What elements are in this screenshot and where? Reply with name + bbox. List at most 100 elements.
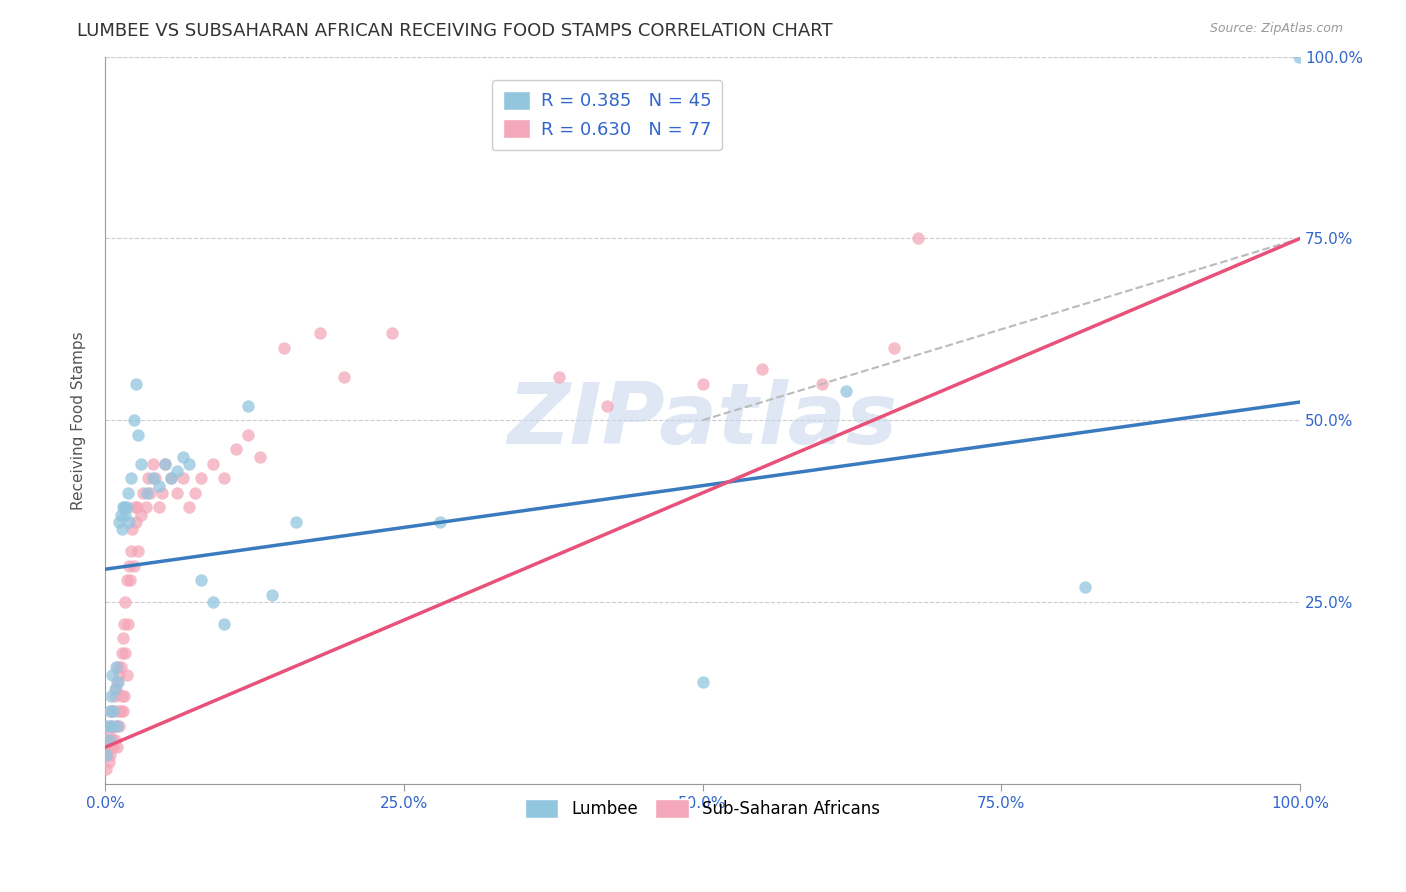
Point: [273, 341, 295, 355]
Point: [96, 718, 118, 732]
Point: [132, 486, 155, 500]
Point: [124, 500, 146, 515]
Point: [101, 667, 124, 681]
Point: [190, 573, 212, 587]
Point: [121, 522, 143, 536]
Point: [125, 376, 148, 391]
Point: [97, 755, 120, 769]
Point: [97, 726, 120, 740]
Point: [96, 747, 118, 762]
Point: [120, 471, 142, 485]
Point: [108, 718, 131, 732]
Point: [143, 471, 166, 485]
Point: [142, 471, 165, 485]
Point: [117, 486, 139, 500]
Point: [1288, 50, 1310, 64]
Point: [692, 675, 714, 690]
Point: [104, 660, 127, 674]
Point: [110, 704, 132, 718]
Point: [238, 427, 260, 442]
Point: [97, 733, 120, 747]
Point: [135, 486, 157, 500]
Point: [751, 362, 773, 376]
Point: [100, 740, 122, 755]
Point: [96, 762, 118, 776]
Point: [115, 500, 138, 515]
Point: [105, 718, 128, 732]
Text: ZIPatlas: ZIPatlas: [508, 379, 897, 462]
Point: [129, 457, 152, 471]
Point: [120, 573, 142, 587]
Point: [159, 471, 181, 485]
Point: [190, 471, 212, 485]
Point: [103, 682, 125, 697]
Point: [107, 660, 129, 674]
Point: [118, 558, 141, 573]
Point: [183, 486, 205, 500]
Point: [166, 464, 188, 478]
Point: [120, 544, 142, 558]
Point: [111, 632, 134, 646]
Point: [111, 646, 134, 660]
Point: [153, 457, 176, 471]
Point: [98, 747, 121, 762]
Point: [1074, 581, 1097, 595]
Point: [262, 588, 284, 602]
Point: [103, 733, 125, 747]
Point: [139, 486, 162, 500]
Point: [108, 667, 131, 681]
Point: [110, 660, 132, 674]
Point: [112, 616, 135, 631]
Point: [111, 704, 134, 718]
Point: [548, 369, 571, 384]
Point: [114, 646, 136, 660]
Point: [333, 369, 356, 384]
Point: [883, 341, 905, 355]
Point: [129, 508, 152, 522]
Point: [115, 667, 138, 681]
Point: [596, 399, 619, 413]
Point: [103, 704, 125, 718]
Point: [127, 544, 149, 558]
Point: [96, 747, 118, 762]
Point: [117, 616, 139, 631]
Point: [114, 595, 136, 609]
Point: [122, 558, 145, 573]
Point: [249, 450, 271, 464]
Point: [166, 486, 188, 500]
Point: [153, 457, 176, 471]
Point: [103, 690, 125, 704]
Legend: Lumbee, Sub-Saharan Africans: Lumbee, Sub-Saharan Africans: [517, 790, 889, 826]
Point: [115, 573, 138, 587]
Point: [148, 500, 170, 515]
Point: [135, 500, 157, 515]
Point: [907, 231, 929, 245]
Point: [112, 500, 135, 515]
Point: [111, 522, 134, 536]
Point: [110, 508, 132, 522]
Point: [159, 471, 181, 485]
Text: Source: ZipAtlas.com: Source: ZipAtlas.com: [1209, 22, 1343, 36]
Point: [96, 733, 118, 747]
Point: [100, 690, 122, 704]
Point: [381, 326, 404, 340]
Point: [811, 376, 834, 391]
Point: [835, 384, 858, 398]
Point: [111, 500, 134, 515]
Point: [107, 704, 129, 718]
Text: LUMBEE VS SUBSAHARAN AFRICAN RECEIVING FOOD STAMPS CORRELATION CHART: LUMBEE VS SUBSAHARAN AFRICAN RECEIVING F…: [77, 22, 832, 40]
Point: [98, 718, 121, 732]
Point: [201, 595, 224, 609]
Point: [125, 515, 148, 529]
Point: [104, 718, 127, 732]
Point: [214, 471, 236, 485]
Point: [105, 740, 128, 755]
Point: [112, 690, 135, 704]
Point: [108, 515, 131, 529]
Point: [127, 427, 149, 442]
Point: [111, 690, 134, 704]
Point: [101, 718, 124, 732]
Point: [118, 515, 141, 529]
Point: [100, 718, 122, 732]
Point: [107, 675, 129, 690]
